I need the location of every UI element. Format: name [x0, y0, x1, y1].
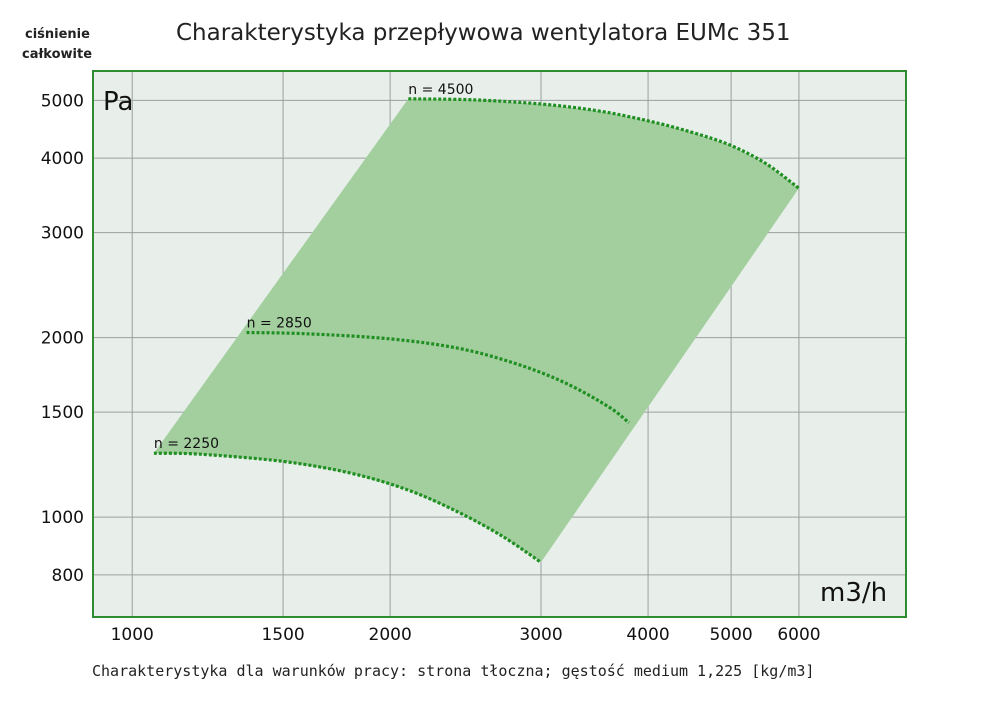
plot-frame [92, 70, 907, 618]
fan-curves: n = 2250 n = 2850 n = 4500 [153, 82, 800, 564]
x-unit-label: m3/h [820, 578, 887, 608]
y-axis-label-line-2: całkowite [22, 47, 92, 62]
y-tick-label: 5000 [41, 91, 84, 111]
x-tick-label: 2000 [369, 625, 412, 645]
speed-curve-2 [408, 97, 800, 190]
y-tick-label: 4000 [41, 149, 84, 169]
x-tick-label: 6000 [777, 625, 820, 645]
chart-title: Charakterystyka przepływowa wentylatora … [176, 20, 791, 46]
x-tick-label: 4000 [626, 625, 669, 645]
speed-curve-1 [246, 330, 631, 424]
y-axis-ticks: 800 1000 1500 2000 3000 4000 5000 [41, 91, 84, 586]
y-axis-label-line-1: ciśnienie [25, 27, 90, 42]
y-tick-label: 800 [52, 566, 84, 586]
y-unit-label: Pa [103, 87, 133, 117]
y-tick-label: 2000 [41, 329, 84, 349]
speed-curve-label: n = 4500 [408, 82, 473, 98]
speed-curve-label: n = 2250 [154, 436, 219, 452]
y-tick-label: 1500 [41, 403, 84, 423]
x-tick-label: 3000 [519, 625, 562, 645]
y-tick-label: 3000 [41, 224, 84, 244]
operating-area [153, 98, 799, 563]
x-tick-label: 1000 [111, 625, 154, 645]
x-tick-label: 5000 [709, 625, 752, 645]
x-axis-ticks: 1000 1500 2000 3000 4000 5000 6000 [111, 625, 821, 645]
speed-curve-label: n = 2850 [247, 316, 312, 332]
x-tick-label: 1500 [261, 625, 304, 645]
footnote: Charakterystyka dla warunków pracy: stro… [92, 662, 814, 680]
y-tick-label: 1000 [41, 508, 84, 528]
speed-curve-0 [153, 451, 542, 564]
